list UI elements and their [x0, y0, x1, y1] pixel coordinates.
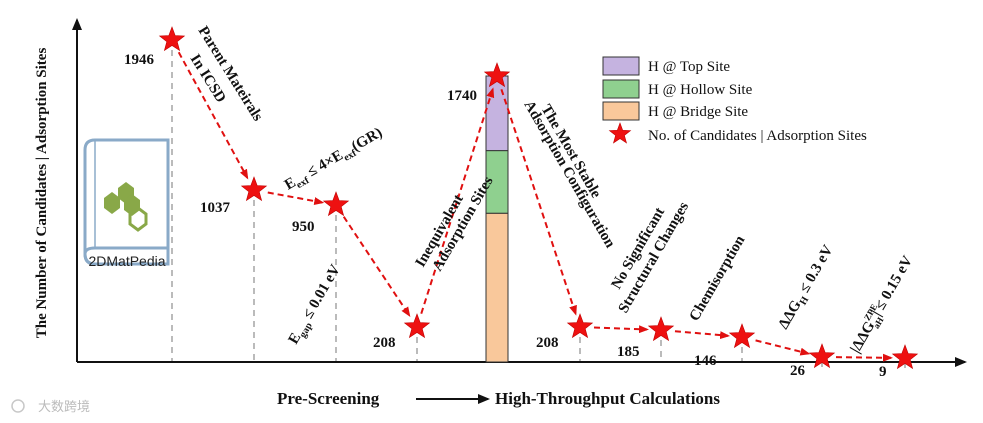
- trend-arrow: [177, 51, 249, 180]
- data-star: [808, 343, 836, 369]
- bar-segment: [485, 75, 509, 152]
- step-label-eexf: Eexf ≤ 4×Eexf(GR): [282, 125, 387, 196]
- database-label: 2DMatPedia: [88, 253, 165, 269]
- legend-label-hollow: H @ Hollow Site: [648, 82, 753, 98]
- phase-label-high-throughput: High-Throughput Calculations: [495, 389, 720, 408]
- value-labels: 1946 1037 950 208 1740 208 185 146 26 9: [124, 52, 887, 380]
- y-axis-title: The Number of Candidates | Adsorption Si…: [34, 48, 50, 339]
- data-star: [158, 26, 186, 52]
- value-label: 146: [694, 353, 717, 369]
- step-label-chemisorption: Chemisorption: [687, 232, 749, 324]
- value-label: 26: [790, 363, 806, 379]
- legend: H @ Top Site H @ Hollow Site H @ Bridge …: [602, 56, 867, 144]
- trend-arrow: [267, 191, 325, 205]
- stacked-bar: [485, 75, 509, 363]
- data-star: [728, 323, 756, 349]
- data-star: [240, 176, 268, 202]
- data-star: [403, 313, 431, 339]
- trend-arrow: [755, 339, 811, 356]
- trend-arrow: [835, 353, 894, 362]
- step-label-ddg: ΔΔGH ≤ 0.3 eV: [776, 242, 840, 333]
- trend-arrow: [674, 330, 731, 340]
- data-star: [483, 62, 511, 88]
- trend-arrows: [177, 51, 894, 362]
- step-label-egap: Egap ≤ 0.01 eV: [286, 262, 347, 349]
- value-label: 208: [373, 335, 396, 351]
- value-label: 1946: [124, 52, 155, 68]
- legend-swatch-bridge: [602, 101, 640, 121]
- legend-star-icon: [608, 122, 632, 144]
- data-star: [647, 316, 675, 342]
- phase-label-pre-screening: Pre-Screening: [277, 389, 380, 408]
- value-label: 1037: [200, 200, 231, 216]
- value-label: 208: [536, 335, 559, 351]
- legend-label-top: H @ Top Site: [648, 59, 730, 75]
- legend-swatch-hollow: [602, 79, 640, 99]
- data-star: [891, 344, 919, 370]
- bar-segment: [485, 212, 509, 363]
- guide-lines: [171, 50, 906, 368]
- legend-label-bridge: H @ Bridge Site: [648, 104, 748, 120]
- value-label: 950: [292, 219, 315, 235]
- legend-star-shape: [608, 122, 632, 144]
- value-label: 1740: [447, 88, 477, 104]
- step-label-zpe: |ΔΔGZPEaH| ≤ 0.15 eV: [845, 252, 919, 358]
- value-label: 9: [879, 364, 887, 380]
- watermark-logo-icon: [11, 399, 25, 413]
- value-label: 185: [617, 344, 640, 360]
- trend-arrow: [593, 325, 650, 334]
- database-book-icon: [83, 138, 170, 266]
- data-star: [566, 313, 594, 339]
- legend-label-star: No. of Candidates | Adsorption Sites: [648, 128, 867, 144]
- data-stars: [158, 26, 919, 370]
- legend-swatch-top: [602, 56, 640, 76]
- data-star: [322, 191, 350, 217]
- step-label-adsorption-config: Adsorption Configuration: [521, 98, 619, 251]
- trend-arrow: [342, 216, 411, 318]
- watermark: 大数跨境: [38, 400, 90, 415]
